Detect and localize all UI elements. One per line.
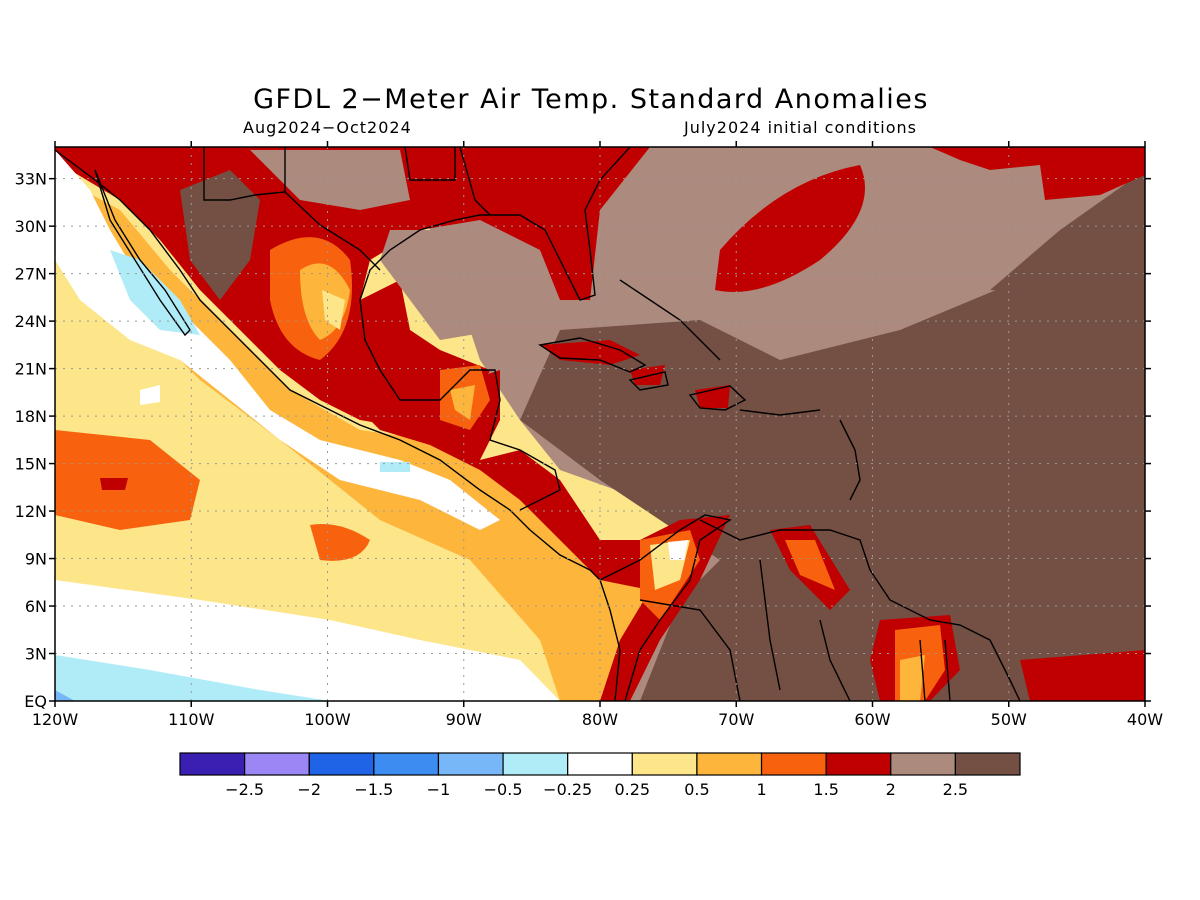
longitude-labels: 120W 110W 100W 90W 80W 70W 60W 50W 40W [32, 710, 1163, 729]
lat-label: 30N [15, 217, 47, 236]
grid-lines [55, 147, 1145, 701]
colorbar [179, 752, 1021, 776]
colorbar-swatch [890, 752, 956, 776]
axis-ticks [49, 141, 1151, 707]
lat-label: 3N [25, 645, 47, 664]
colorbar-swatch [825, 752, 892, 776]
colorbar-label: −1.5 [354, 780, 393, 799]
colorbar-label: 1 [756, 780, 766, 799]
colorbar-label: −0.5 [484, 780, 523, 799]
lat-label: 18N [15, 407, 47, 426]
lat-label: 15N [15, 455, 47, 474]
lat-label: 12N [15, 502, 47, 521]
colorbar-label: −1 [427, 780, 451, 799]
initial-conditions: July2024 initial conditions [684, 118, 917, 137]
lon-label: 90W [446, 710, 482, 729]
colorbar-label: 0.25 [614, 780, 650, 799]
colorbar-swatch [760, 752, 827, 776]
colorbar-labels: −2.5 −2 −1.5 −1 −0.5 −0.25 0.25 0.5 1 1.5 2 2.5 [225, 780, 968, 799]
lon-label: 70W [718, 710, 754, 729]
lat-label: 24N [15, 312, 47, 331]
colorbar-swatch [567, 752, 633, 776]
lat-label: 9N [25, 550, 47, 569]
lon-label: 110W [168, 710, 215, 729]
colorbar-label: −2 [297, 780, 321, 799]
colorbar-swatch [502, 752, 569, 776]
colorbar-label: 2.5 [943, 780, 968, 799]
lon-label: 80W [582, 710, 618, 729]
coastlines [55, 147, 1021, 701]
colorbar-label: 1.5 [813, 780, 838, 799]
lat-label: 21N [15, 360, 47, 379]
lon-label: 100W [304, 710, 351, 729]
colorbar-swatch [696, 752, 763, 776]
lon-label: 40W [1127, 710, 1163, 729]
colorbar-label: 2 [886, 780, 896, 799]
colorbar-swatch [244, 752, 310, 776]
colorbar-swatch [179, 752, 246, 776]
map-title: GFDL 2−Meter Air Temp. Standard Anomalie… [253, 84, 929, 115]
lat-label: 33N [15, 170, 47, 189]
forecast-period: Aug2024−Oct2024 [243, 118, 412, 137]
colorbar-swatch [437, 752, 504, 776]
colorbar-swatch [308, 752, 375, 776]
colorbar-label: −0.25 [543, 780, 592, 799]
colorbar-swatch [954, 752, 1021, 776]
lon-label: 50W [991, 710, 1027, 729]
lon-label: 60W [854, 710, 890, 729]
lon-label: 120W [32, 710, 79, 729]
colorbar-swatch [631, 752, 698, 776]
anomaly-field [55, 147, 1145, 701]
lat-label: 6N [25, 597, 47, 616]
latitude-labels: EQ 3N 6N 9N 12N 15N 18N 21N 24N 27N 30N 33N [15, 170, 47, 711]
lat-label: EQ [24, 692, 47, 711]
colorbar-label: −2.5 [225, 780, 264, 799]
colorbar-label: 0.5 [684, 780, 709, 799]
lat-label: 27N [15, 265, 47, 284]
colorbar-swatch [373, 752, 440, 776]
